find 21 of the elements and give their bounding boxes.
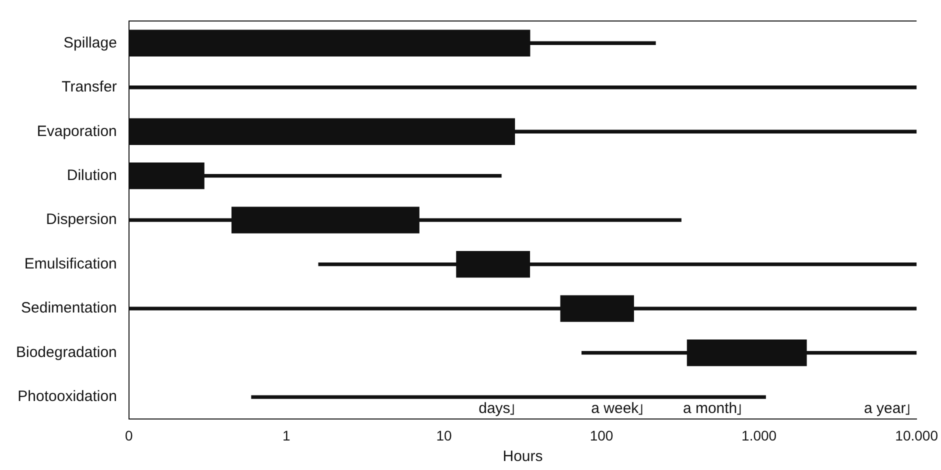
y-tick-label: Biodegradation [16,344,117,361]
bar [251,395,766,399]
x-tick-label: 0 [125,427,134,444]
y-tick-label: Photooxidation [18,388,117,406]
y-tick-label: Emulsification [24,255,117,272]
x-tick-label: 10.000 [895,427,938,444]
x-axis-title: Hours [502,448,543,466]
y-tick-label: Spillage [64,34,117,52]
y-tick-label: Sedimentation [21,300,117,317]
x-tick-label: 1.000 [742,427,777,444]
annotation: a week [591,400,640,417]
x-tick-label: 1 [282,427,291,444]
x-tick-label: 10 [436,427,452,444]
x-tick-label: 100 [590,427,614,444]
y-tick-label: Transfer [62,78,117,96]
annotation: a month [682,400,738,417]
annotation: days [478,400,510,417]
annotation: a year [864,400,906,417]
y-tick-label: Evaporation [36,122,117,140]
y-tick-label: Dispersion [46,211,117,228]
y-tick-label: Dilution [66,166,117,184]
